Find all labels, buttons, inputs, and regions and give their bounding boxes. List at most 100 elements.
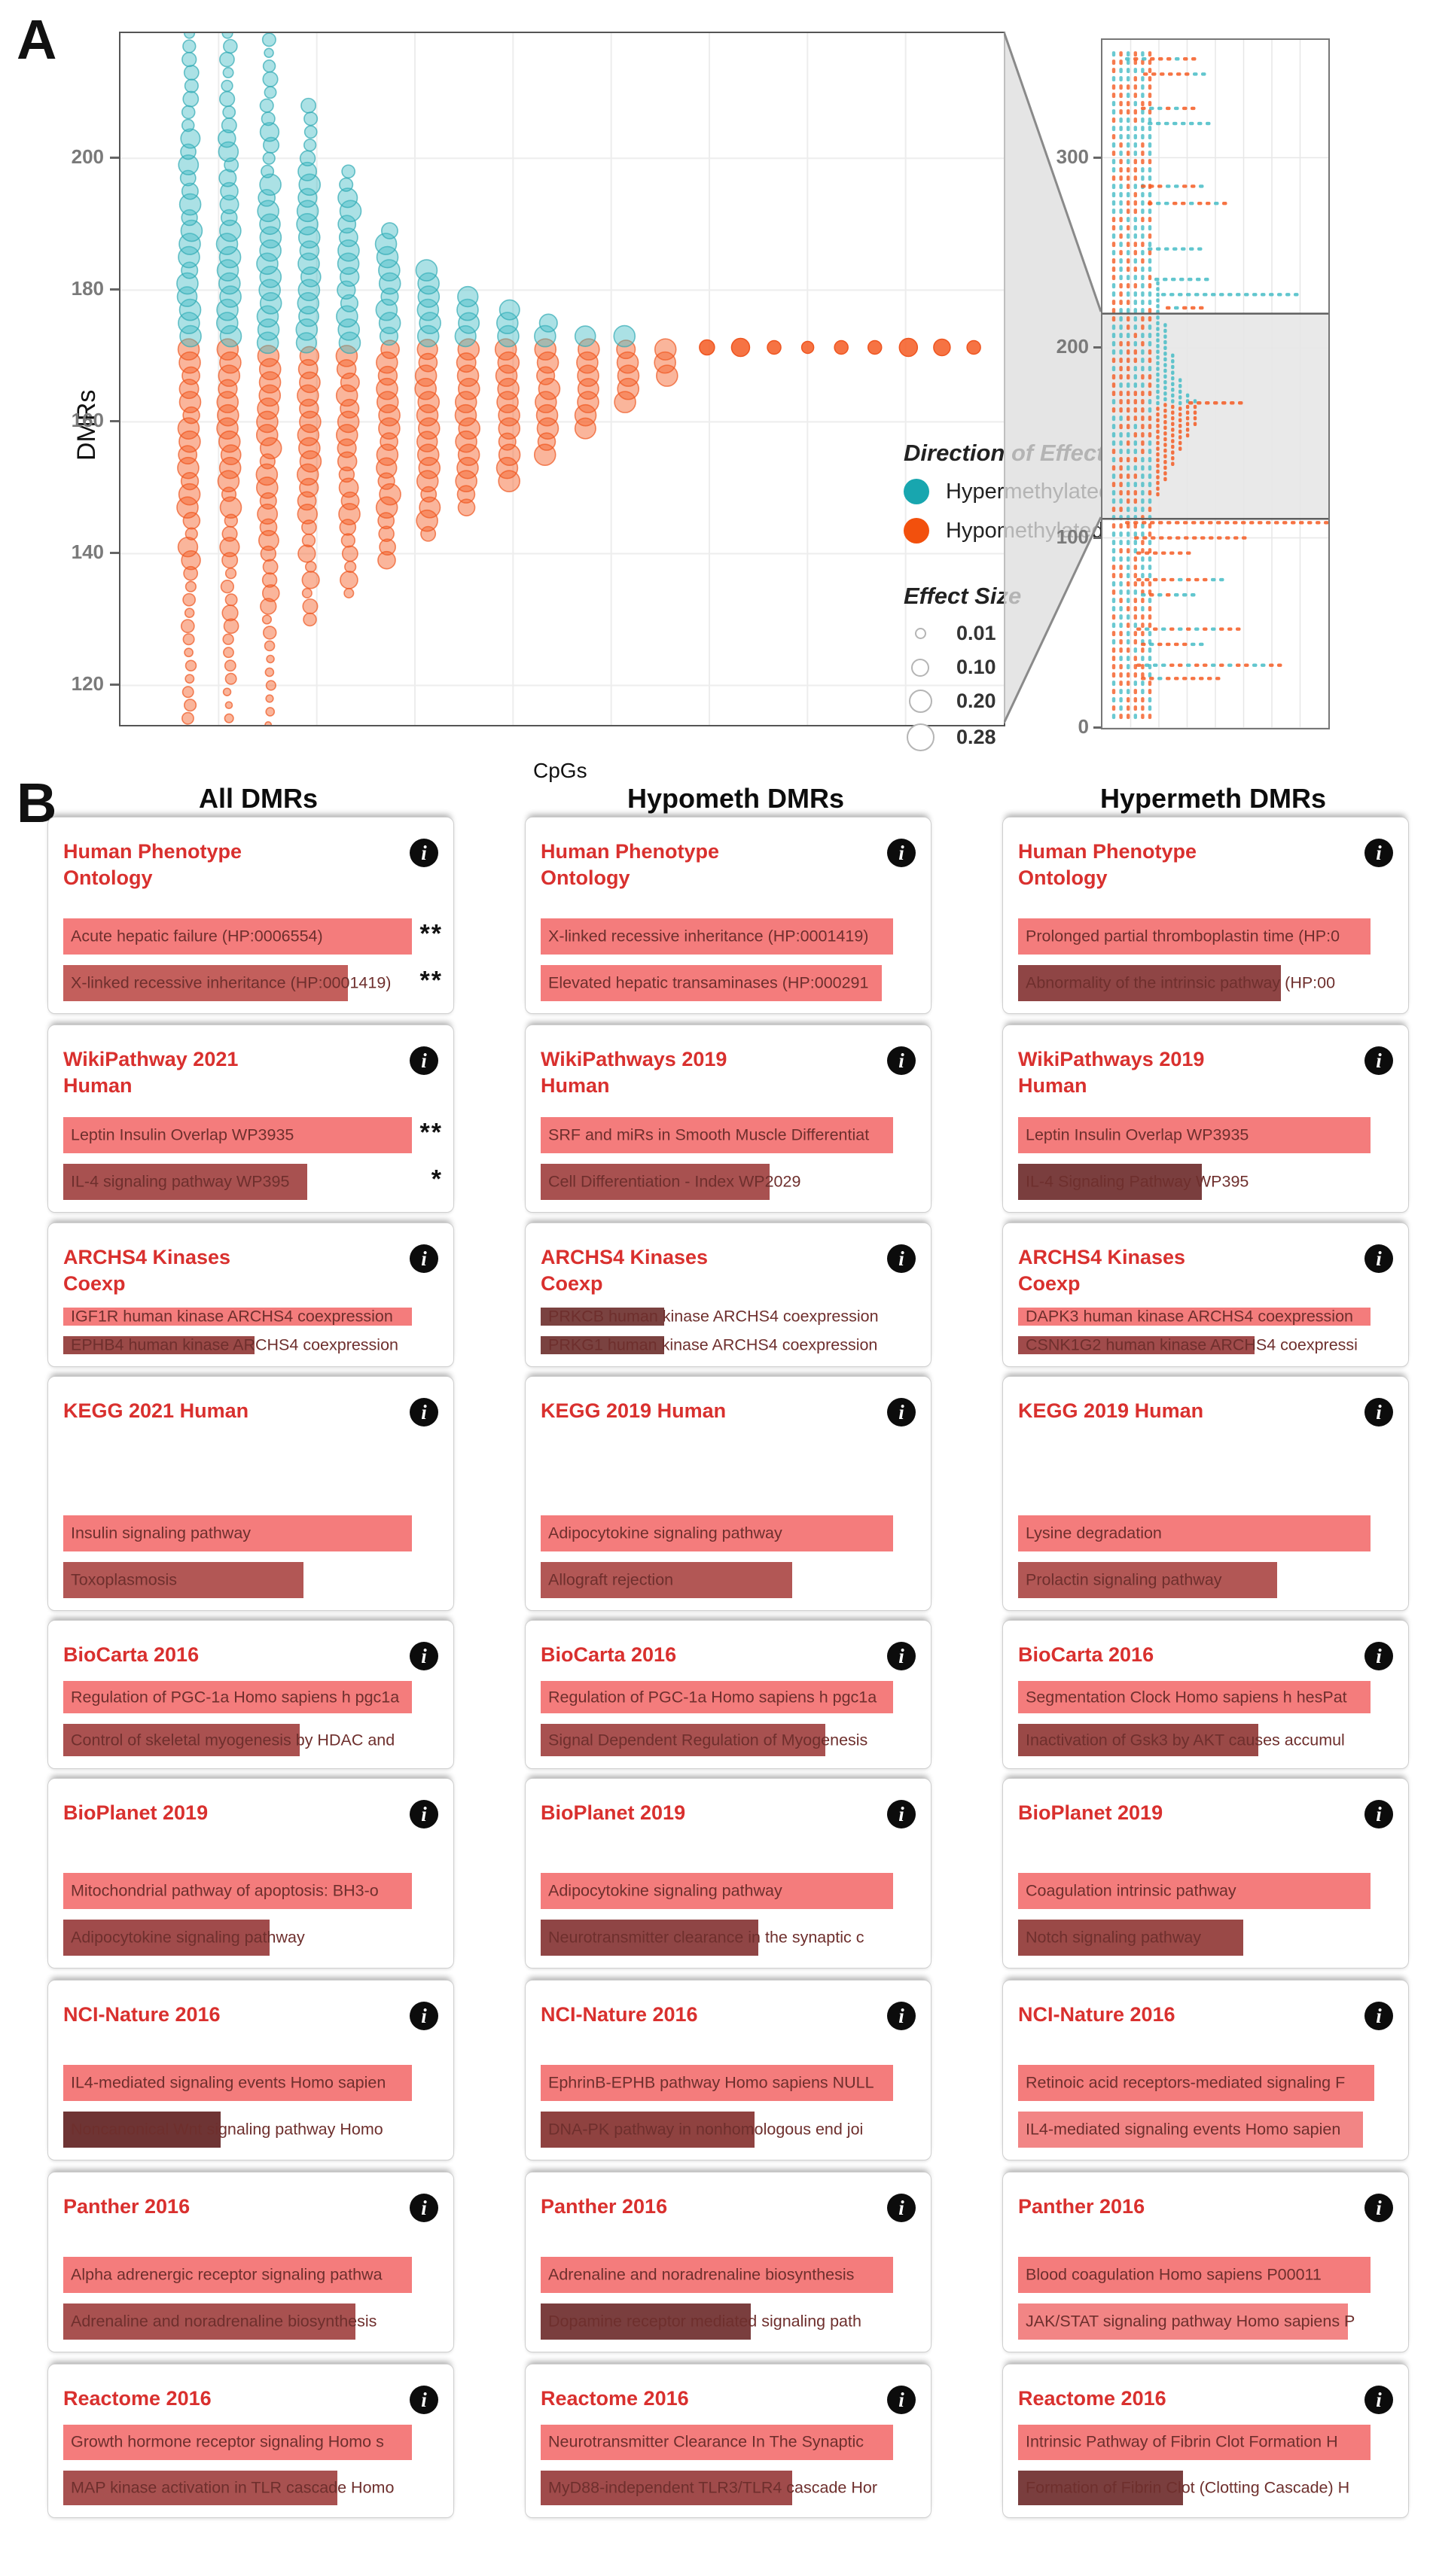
enrichment-bar[interactable]: Neurotransmitter clearance in the synapt… [541,1920,916,1956]
info-icon[interactable]: i [1364,839,1393,867]
bar-fill [63,1562,303,1598]
info-icon[interactable]: i [1364,2002,1393,2030]
enrichment-bar[interactable]: CSNK1G2 human kinase ARCHS4 coexpressi [1018,1336,1393,1354]
bar-label: Inactivation of Gsk3 by AKT causes accum… [1026,1731,1345,1749]
info-icon[interactable]: i [1364,1244,1393,1273]
card-header: BioCarta 2016 i [63,1634,438,1670]
enrichment-bar[interactable]: Lysine degradation [1018,1515,1393,1551]
enrichment-bar[interactable]: Signal Dependent Regulation of Myogenesi… [541,1724,916,1756]
info-icon[interactable]: i [410,1642,438,1670]
enrichment-bar[interactable]: Adipocytokine signaling pathway [63,1920,438,1956]
bar-fill [541,1117,894,1153]
y-tick-mark [110,420,119,423]
enrichment-bar[interactable]: MAP kinase activation in TLR cascade Hom… [63,2470,438,2505]
info-icon[interactable]: i [887,1046,916,1075]
enrichment-bar[interactable]: X-linked recessive inheritance (HP:00014… [63,965,441,1001]
enrichment-bar[interactable]: Alpha adrenergic receptor signaling path… [63,2257,438,2293]
enrichment-bar[interactable]: SRF and miRs in Smooth Muscle Differenti… [541,1117,916,1153]
enrichment-bar[interactable]: Elevated hepatic transaminases (HP:00029… [541,965,916,1001]
bar-label: EPHB4 human kinase ARCHS4 coexpression [71,1335,398,1354]
enrichment-bar[interactable]: IL-4 Signaling Pathway WP395 [1018,1164,1393,1200]
enrichment-bar[interactable]: Neurotransmitter Clearance In The Synapt… [541,2425,916,2460]
bar-label: PRKCB human kinase ARCHS4 coexpression [548,1307,879,1326]
enrichment-bar[interactable]: Blood coagulation Homo sapiens P00011 [1018,2257,1393,2293]
info-icon[interactable]: i [1364,1398,1393,1427]
enrichment-bar[interactable]: Allograft rejection [541,1562,916,1598]
enrichment-bar[interactable]: IL4-mediated signaling events Homo sapie… [63,2065,438,2101]
info-icon[interactable]: i [887,1800,916,1828]
enrichment-bar[interactable]: MyD88-independent TLR3/TLR4 cascade Hor [541,2470,916,2505]
info-icon[interactable]: i [1364,2194,1393,2222]
enrichment-bar[interactable]: Retinoic acid receptors-mediated signali… [1018,2065,1393,2101]
enrichment-bar[interactable]: Toxoplasmosis [63,1562,438,1598]
info-icon[interactable]: i [887,1642,916,1670]
info-icon[interactable]: i [410,1046,438,1075]
info-icon[interactable]: i [410,2002,438,2030]
enrichment-bar[interactable]: Inactivation of Gsk3 by AKT causes accum… [1018,1724,1393,1756]
bar-label: Alpha adrenergic receptor signaling path… [71,2265,383,2284]
enrichment-bar[interactable]: Adipocytokine signaling pathway [541,1515,916,1551]
info-icon[interactable]: i [887,2386,916,2414]
card-title: ARCHS4 Kinases Coexp [541,1246,709,1296]
enrichment-bar[interactable]: IL-4 signaling pathway WP395 * [63,1164,441,1200]
bar-label: SRF and miRs in Smooth Muscle Differenti… [548,1125,870,1144]
enrichment-bar[interactable]: Intrinsic Pathway of Fibrin Clot Formati… [1018,2425,1393,2460]
enrichment-bar[interactable]: Leptin Insulin Overlap WP3935 [1018,1117,1393,1153]
enrichment-bar[interactable]: Prolactin signaling pathway [1018,1562,1393,1598]
enrichment-bar[interactable]: Dopamine receptor mediated signaling pat… [541,2303,916,2340]
enrichment-bar[interactable]: Cell Differentiation - Index WP2029 [541,1164,916,1200]
info-icon[interactable]: i [1364,2386,1393,2414]
bar-label: Coagulation intrinsic pathway [1026,1881,1236,1900]
info-icon[interactable]: i [887,2194,916,2222]
bar-label: Lysine degradation [1026,1524,1162,1542]
enrichment-bar[interactable]: DAPK3 human kinase ARCHS4 coexpression [1018,1308,1393,1326]
info-icon[interactable]: i [410,1398,438,1427]
enrichment-bar[interactable]: Formation of Fibrin Clot (Clotting Casca… [1018,2470,1393,2505]
enrichment-card: WikiPathways 2019 Human i SRF and miRs in … [525,1025,931,1213]
info-icon[interactable]: i [1364,1642,1393,1670]
bar-fill [63,1308,413,1326]
enrichment-bar[interactable]: PRKCB human kinase ARCHS4 coexpression [541,1308,916,1326]
card-title: BioPlanet 2019 [63,1801,209,1824]
enrichment-bar[interactable]: Leptin Insulin Overlap WP3935 ** [63,1117,441,1153]
info-icon[interactable]: i [410,2194,438,2222]
bar-fill [1018,1724,1258,1756]
bar-label: DNA-PK pathway in nonhomologous end joi [548,2120,864,2139]
info-icon[interactable]: i [410,839,438,867]
info-icon[interactable]: i [410,2386,438,2414]
enrichment-bar[interactable]: Regulation of PGC-1a Homo sapiens h pgc1… [63,1681,438,1713]
info-icon[interactable]: i [1364,1046,1393,1075]
enrichment-bar[interactable]: Acute hepatic failure (HP:0006554) ** [63,918,441,955]
enrichment-bar[interactable]: Adipocytokine signaling pathway [541,1873,916,1909]
enrichment-bar[interactable]: Abnormality of the intrinsic pathway (HP… [1018,965,1393,1001]
enrichment-bar[interactable]: IGF1R human kinase ARCHS4 coexpression [63,1308,438,1326]
info-icon[interactable]: i [887,839,916,867]
enrichment-bar[interactable]: Noncanonical Wnt signaling pathway Homo [63,2112,438,2148]
info-icon[interactable]: i [887,1244,916,1273]
info-icon[interactable]: i [1364,1800,1393,1828]
info-icon[interactable]: i [887,2002,916,2030]
enrichment-bar[interactable]: EphrinB-EPHB pathway Homo sapiens NULL [541,2065,916,2101]
card-title: WikiPathways 2019 Human [541,1048,727,1098]
enrichment-bar[interactable]: Insulin signaling pathway [63,1515,438,1551]
enrichment-bar[interactable]: DNA-PK pathway in nonhomologous end joi [541,2112,916,2148]
enrichment-bar[interactable]: Mitochondrial pathway of apoptosis: BH3-… [63,1873,438,1909]
info-icon[interactable]: i [410,1800,438,1828]
enrichment-bar[interactable]: IL4-mediated signaling events Homo sapie… [1018,2112,1393,2148]
enrichment-bar[interactable]: Segmentation Clock Homo sapiens h hesPat [1018,1681,1393,1713]
enrichment-bar[interactable]: JAK/STAT signaling pathway Homo sapiens … [1018,2303,1393,2340]
enrichment-bar[interactable]: PRKG1 human kinase ARCHS4 coexpression [541,1336,916,1354]
info-icon[interactable]: i [887,1398,916,1427]
enrichment-bar[interactable]: EPHB4 human kinase ARCHS4 coexpression [63,1336,438,1354]
enrichment-bar[interactable]: Control of skeletal myogenesis by HDAC a… [63,1724,438,1756]
info-icon[interactable]: i [410,1244,438,1273]
enrichment-bar[interactable]: Adrenaline and noradrenaline biosynthesi… [541,2257,916,2293]
enrichment-bar[interactable]: Coagulation intrinsic pathway [1018,1873,1393,1909]
enrichment-bar[interactable]: Notch signaling pathway [1018,1920,1393,1956]
enrichment-bar[interactable]: Growth hormone receptor signaling Homo s [63,2425,438,2460]
enrichment-bar[interactable]: Prolonged partial thromboplastin time (H… [1018,918,1393,955]
size-value: 0.28 [956,726,996,748]
enrichment-bar[interactable]: X-linked recessive inheritance (HP:00014… [541,918,916,955]
enrichment-bar[interactable]: Regulation of PGC-1a Homo sapiens h pgc1… [541,1681,916,1713]
enrichment-bar[interactable]: Adrenaline and noradrenaline biosynthesi… [63,2303,438,2340]
